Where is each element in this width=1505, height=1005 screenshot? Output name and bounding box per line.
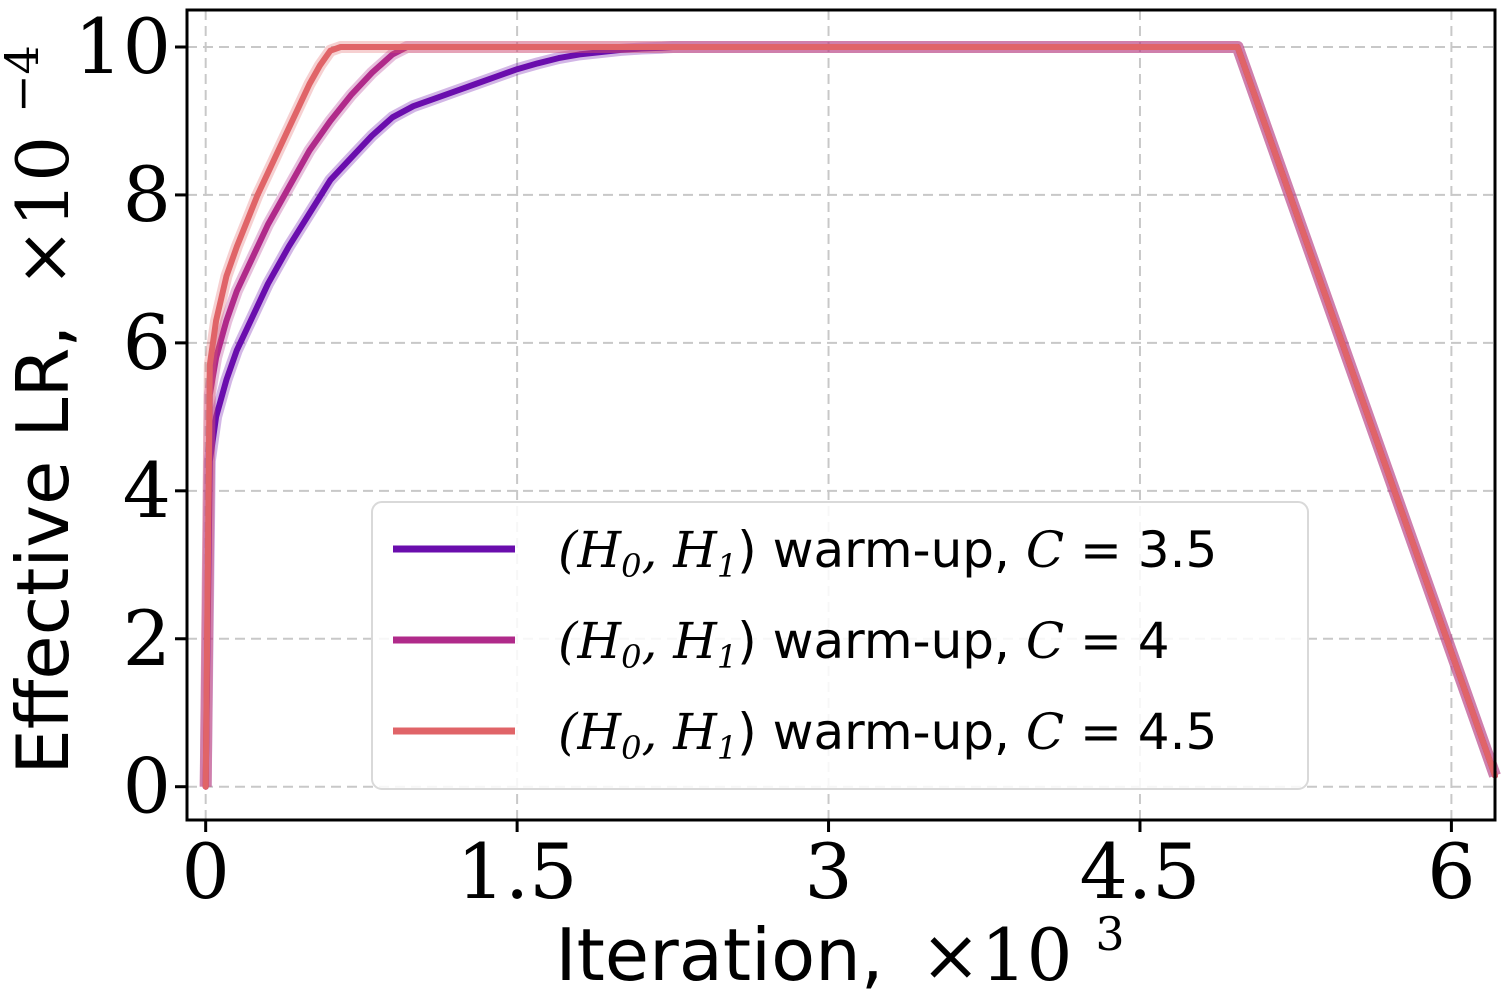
x-axis-scale-exponent: 3	[1095, 907, 1124, 961]
y-tick-label: 2	[123, 594, 171, 683]
legend-label-0: (H0, H1) warm-up, C = 3.5	[558, 521, 1217, 585]
y-tick-label: 10	[74, 2, 171, 91]
x-tick-label: 0	[182, 827, 230, 916]
y-ticks: 0 2 4 6 8 10	[74, 2, 187, 831]
x-axis-scale: ×10	[921, 913, 1073, 997]
y-axis-label: Effective LR, ×10 −4	[0, 45, 85, 775]
y-tick-label: 8	[123, 150, 171, 239]
y-tick-label: 4	[123, 446, 171, 535]
x-axis-label: Iteration, ×10 3	[555, 907, 1124, 997]
legend: (H0, H1) warm-up, C = 3.5 (H0, H1) warm-u…	[371, 501, 1309, 790]
y-axis-scale: ×10	[1, 136, 85, 288]
x-tick-label: 1.5	[457, 827, 578, 916]
x-tick-label: 3	[804, 827, 852, 916]
legend-label-1: (H0, H1) warm-up, C = 4	[558, 612, 1170, 676]
y-axis-label-text: Effective LR,	[1, 325, 85, 775]
legend-box	[371, 501, 1309, 790]
plot-frame	[185, 8, 1497, 822]
x-tick-label: 4.5	[1080, 827, 1201, 916]
x-tick-label: 6	[1427, 827, 1475, 916]
series-line-2	[202, 44, 1498, 790]
x-axis-label-text: Iteration,	[555, 913, 883, 997]
y-axis-scale-exponent: −4	[0, 45, 49, 113]
y-tick-label: 0	[123, 742, 171, 831]
series-line-1	[202, 44, 1498, 790]
x-ticks: 0 1.5 3 4.5 6	[182, 820, 1476, 916]
y-tick-label: 6	[123, 298, 171, 387]
legend-label-2: (H0, H1) warm-up, C = 4.5	[558, 703, 1217, 767]
series-lines	[199, 41, 1501, 790]
